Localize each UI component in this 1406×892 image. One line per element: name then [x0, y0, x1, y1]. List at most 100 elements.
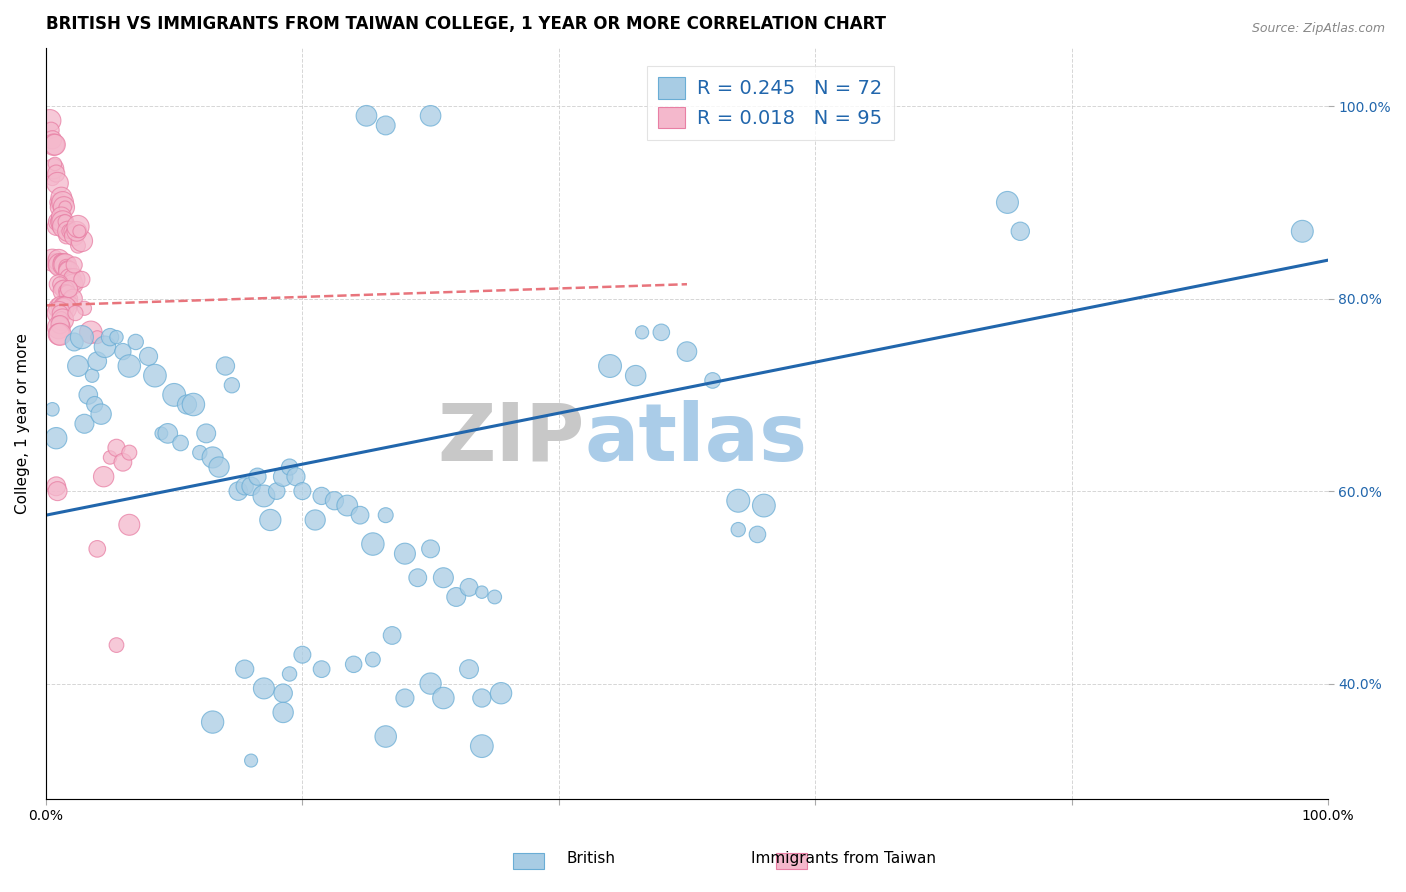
Text: ZIP: ZIP	[437, 400, 585, 478]
Point	[66, 359, 89, 373]
Point	[58, 292, 80, 306]
Point	[349, 508, 371, 523]
Point	[53, 258, 76, 272]
Point	[39, 123, 62, 137]
Point	[631, 326, 654, 340]
Point	[226, 484, 249, 499]
Point	[374, 508, 396, 523]
Point	[650, 326, 672, 340]
Point	[266, 484, 288, 499]
Point	[201, 715, 224, 730]
Point	[599, 359, 621, 373]
Point	[52, 258, 75, 272]
Point	[105, 638, 128, 652]
Point	[278, 667, 301, 681]
Point	[86, 541, 108, 556]
Point	[63, 334, 86, 349]
Point	[48, 306, 70, 320]
Point	[343, 657, 366, 672]
Text: BRITISH VS IMMIGRANTS FROM TAIWAN COLLEGE, 1 YEAR OR MORE CORRELATION CHART: BRITISH VS IMMIGRANTS FROM TAIWAN COLLEG…	[46, 15, 886, 33]
Point	[676, 344, 699, 359]
Point	[98, 450, 121, 465]
Point	[58, 282, 80, 296]
Point	[62, 277, 84, 292]
Point	[70, 330, 93, 344]
Point	[46, 484, 69, 499]
Point	[49, 258, 72, 272]
Point	[52, 219, 75, 234]
Point	[41, 133, 63, 147]
Point	[458, 580, 481, 594]
Point	[53, 215, 76, 229]
Point	[41, 171, 63, 186]
Point	[374, 730, 396, 744]
Point	[336, 499, 359, 513]
Point	[150, 426, 173, 441]
Point	[1010, 224, 1032, 238]
Point	[52, 282, 75, 296]
Point	[45, 479, 67, 493]
Point	[46, 215, 69, 229]
Point	[51, 210, 73, 224]
Point	[42, 137, 65, 152]
Point	[52, 284, 75, 298]
Point	[48, 277, 70, 292]
Point	[240, 479, 263, 493]
Point	[98, 330, 121, 344]
Point	[311, 662, 333, 676]
Point	[73, 417, 96, 431]
Point	[80, 326, 103, 340]
Point	[444, 590, 467, 604]
Text: Source: ZipAtlas.com: Source: ZipAtlas.com	[1251, 22, 1385, 36]
Point	[118, 517, 141, 532]
Point	[169, 436, 191, 450]
Point	[63, 229, 86, 244]
Point	[41, 402, 63, 417]
Point	[73, 301, 96, 316]
Point	[52, 215, 75, 229]
Point	[163, 388, 186, 402]
Point	[125, 334, 148, 349]
Point	[188, 445, 211, 459]
Point	[727, 523, 749, 537]
Point	[143, 368, 166, 383]
Point	[253, 489, 276, 503]
Point	[271, 706, 294, 720]
Point	[48, 327, 70, 342]
Point	[86, 330, 108, 344]
Point	[291, 484, 314, 499]
Point	[48, 253, 70, 268]
Point	[361, 537, 384, 551]
Point	[471, 691, 494, 706]
Point	[51, 255, 73, 269]
Point	[183, 397, 205, 411]
Point	[138, 350, 160, 364]
Point	[42, 161, 65, 176]
Point	[59, 292, 82, 306]
Point	[82, 368, 104, 383]
Point	[44, 137, 66, 152]
Point	[51, 310, 73, 325]
Point	[49, 200, 72, 214]
Point	[66, 224, 89, 238]
Point	[111, 455, 134, 469]
Point	[233, 662, 256, 676]
Point	[105, 441, 128, 455]
Point	[1291, 224, 1313, 238]
Point	[48, 195, 70, 210]
Point	[624, 368, 647, 383]
Point	[46, 176, 69, 190]
Point	[484, 590, 506, 604]
Point	[45, 431, 67, 445]
Y-axis label: College, 1 year or more: College, 1 year or more	[15, 334, 30, 515]
Point	[58, 224, 80, 238]
Point	[458, 662, 481, 676]
Point	[419, 676, 441, 690]
Point	[51, 301, 73, 316]
Point	[51, 282, 73, 296]
Point	[66, 219, 89, 234]
Point	[291, 648, 314, 662]
Point	[49, 215, 72, 229]
Point	[702, 374, 724, 388]
Point	[52, 195, 75, 210]
